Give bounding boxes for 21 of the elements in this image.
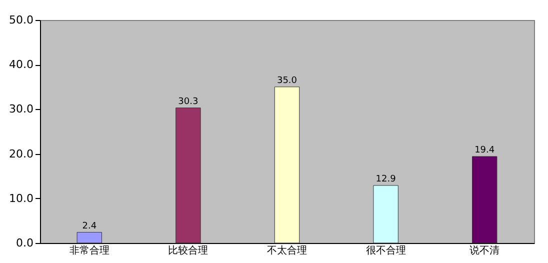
data-label: 30.3	[178, 96, 198, 107]
y-tick-label: 20.0	[9, 147, 34, 160]
y-tick-label: 40.0	[9, 58, 34, 72]
bar	[274, 86, 300, 244]
bar	[76, 232, 102, 244]
x-tick-label: 很不合理	[366, 244, 406, 256]
data-label: 2.4	[82, 221, 97, 232]
y-tick-label: 0.0	[16, 236, 34, 250]
x-tick-label: 不太合理	[267, 244, 307, 256]
data-label: 12.9	[376, 174, 396, 184]
data-label: 19.4	[474, 145, 495, 156]
y-tick-label: 30.0	[9, 102, 34, 116]
x-tick-label: 说不清	[470, 244, 500, 256]
bar	[176, 108, 201, 244]
y-tick-label: 10.0	[9, 192, 34, 205]
x-tick-label: 非常合理	[69, 244, 110, 256]
bar	[373, 185, 398, 244]
bar	[472, 156, 498, 244]
y-tick-label: 50.0	[9, 14, 34, 26]
x-tick-label: 比较合理	[168, 244, 208, 256]
data-label: 35.0	[276, 76, 298, 86]
